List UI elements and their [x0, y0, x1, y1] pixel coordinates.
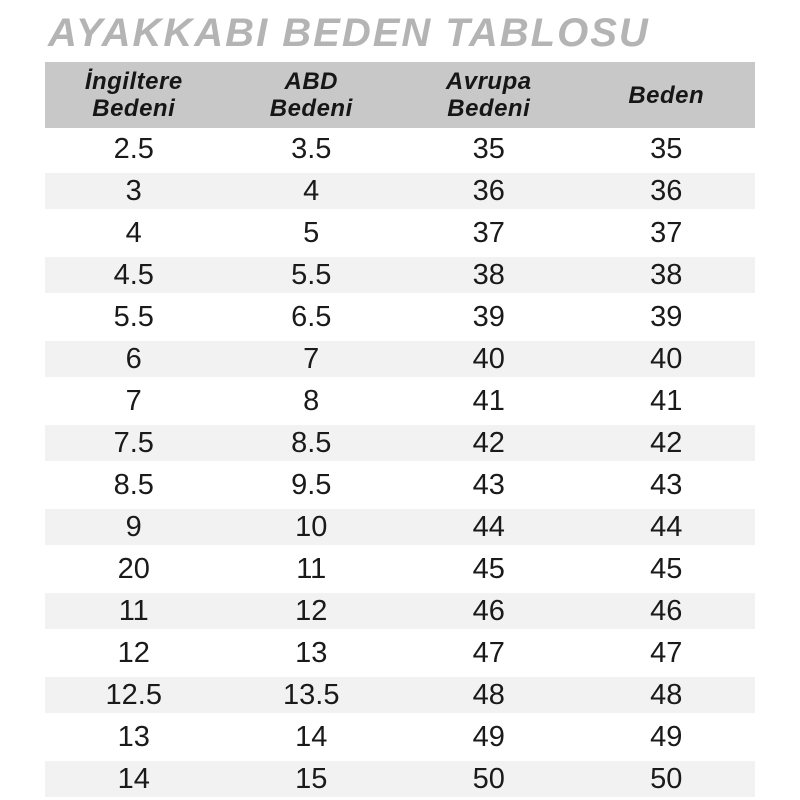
column-header-uk-size: İngiltere Bedeni	[45, 62, 223, 128]
size-cell: 5.5	[222, 254, 400, 296]
size-cell: 15	[222, 758, 400, 800]
size-cell: 47	[577, 632, 755, 674]
size-table: İngiltere Bedeni ABD Bedeni Avrupa Beden…	[45, 62, 755, 800]
size-cell: 9.5	[222, 464, 400, 506]
size-cell: 14	[222, 716, 400, 758]
size-cell: 38	[577, 254, 755, 296]
size-cell: 37	[577, 212, 755, 254]
size-cell: 8	[222, 380, 400, 422]
size-cell: 36	[577, 170, 755, 212]
table-row: 14 15 50 50	[45, 758, 755, 800]
size-cell: 40	[400, 338, 578, 380]
size-cell: 47	[400, 632, 578, 674]
size-cell: 13.5	[222, 674, 400, 716]
size-cell: 3.5	[222, 128, 400, 170]
size-cell: 45	[400, 548, 578, 590]
size-cell: 36	[400, 170, 578, 212]
size-cell: 9	[45, 506, 223, 548]
table-row: 6 7 40 40	[45, 338, 755, 380]
header-row: İngiltere Bedeni ABD Bedeni Avrupa Beden…	[45, 62, 755, 128]
size-cell: 13	[45, 716, 223, 758]
table-row: 7 8 41 41	[45, 380, 755, 422]
size-cell: 6	[45, 338, 223, 380]
size-cell: 48	[400, 674, 578, 716]
size-cell: 2.5	[45, 128, 223, 170]
size-cell: 8.5	[45, 464, 223, 506]
size-cell: 11	[45, 590, 223, 632]
size-cell: 37	[400, 212, 578, 254]
column-header-us-size: ABD Bedeni	[222, 62, 400, 128]
size-cell: 8.5	[222, 422, 400, 464]
page-title: AYAKKABI BEDEN TABLOSU	[48, 11, 650, 55]
size-cell: 39	[400, 296, 578, 338]
size-cell: 42	[577, 422, 755, 464]
size-cell: 43	[577, 464, 755, 506]
table-row: 9 10 44 44	[45, 506, 755, 548]
size-cell: 5	[222, 212, 400, 254]
size-cell: 11	[222, 548, 400, 590]
size-cell: 35	[577, 128, 755, 170]
size-cell: 13	[222, 632, 400, 674]
size-cell: 7	[45, 380, 223, 422]
size-cell: 4	[222, 170, 400, 212]
size-cell: 12	[222, 590, 400, 632]
size-cell: 6.5	[222, 296, 400, 338]
size-cell: 7	[222, 338, 400, 380]
size-cell: 4	[45, 212, 223, 254]
table-row: 4.5 5.5 38 38	[45, 254, 755, 296]
size-cell: 46	[400, 590, 578, 632]
size-cell: 3	[45, 170, 223, 212]
size-cell: 12	[45, 632, 223, 674]
size-cell: 48	[577, 674, 755, 716]
table-row: 8.5 9.5 43 43	[45, 464, 755, 506]
table-row: 2.5 3.5 35 35	[45, 128, 755, 170]
table-row: 5.5 6.5 39 39	[45, 296, 755, 338]
size-cell: 20	[45, 548, 223, 590]
size-cell: 35	[400, 128, 578, 170]
table-row: 13 14 49 49	[45, 716, 755, 758]
size-chart-page: AYAKKABI BEDEN TABLOSU İngiltere Bedeni …	[0, 10, 800, 800]
size-cell: 50	[577, 758, 755, 800]
size-table-header: İngiltere Bedeni ABD Bedeni Avrupa Beden…	[45, 62, 755, 128]
table-row: 3 4 36 36	[45, 170, 755, 212]
table-row: 11 12 46 46	[45, 590, 755, 632]
table-row: 12 13 47 47	[45, 632, 755, 674]
size-cell: 44	[577, 506, 755, 548]
size-cell: 40	[577, 338, 755, 380]
size-cell: 4.5	[45, 254, 223, 296]
size-cell: 42	[400, 422, 578, 464]
size-cell: 10	[222, 506, 400, 548]
size-cell: 49	[577, 716, 755, 758]
table-row: 7.5 8.5 42 42	[45, 422, 755, 464]
size-cell: 44	[400, 506, 578, 548]
size-table-body: 2.5 3.5 35 35 3 4 36 36 4 5 37 37 4.5 5.5 38 38 5.5 6.5 39…	[45, 128, 755, 800]
size-cell: 41	[577, 380, 755, 422]
size-cell: 43	[400, 464, 578, 506]
table-row: 4 5 37 37	[45, 212, 755, 254]
size-cell: 7.5	[45, 422, 223, 464]
column-header-size: Beden	[577, 62, 755, 128]
column-header-europe-size: Avrupa Bedeni	[400, 62, 578, 128]
size-cell: 46	[577, 590, 755, 632]
table-row: 12.5 13.5 48 48	[45, 674, 755, 716]
size-cell: 45	[577, 548, 755, 590]
size-cell: 12.5	[45, 674, 223, 716]
table-row: 20 11 45 45	[45, 548, 755, 590]
size-cell: 14	[45, 758, 223, 800]
size-cell: 41	[400, 380, 578, 422]
size-cell: 50	[400, 758, 578, 800]
size-cell: 38	[400, 254, 578, 296]
size-cell: 5.5	[45, 296, 223, 338]
size-cell: 39	[577, 296, 755, 338]
size-cell: 49	[400, 716, 578, 758]
